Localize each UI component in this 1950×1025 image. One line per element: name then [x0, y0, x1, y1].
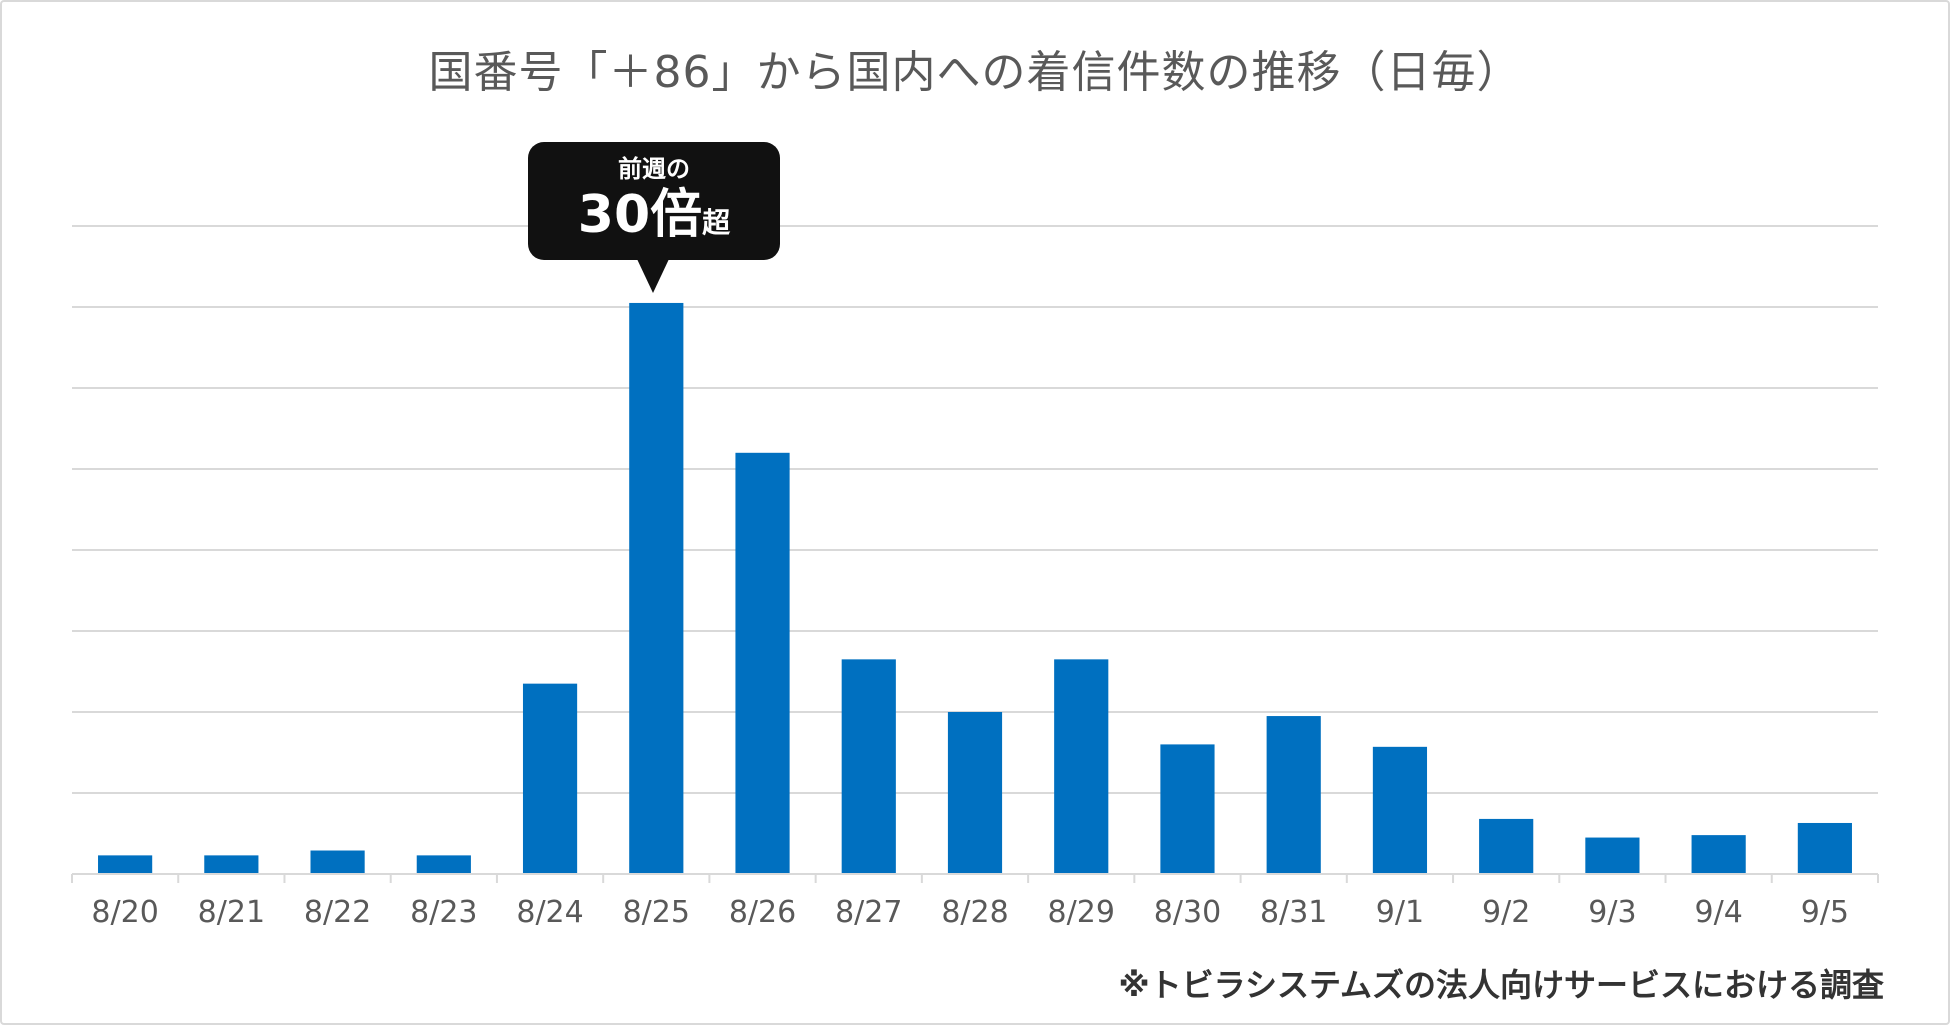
source-footnote: ※トビラシステムズの法人向けサービスにおける調査: [1118, 966, 1884, 1004]
bars: [98, 302, 1852, 874]
peak-callout: 前週の 30倍超: [528, 142, 780, 260]
bar-9-2: [1479, 818, 1534, 874]
bar-8-25: [629, 302, 684, 874]
bar-9-1: [1372, 746, 1428, 874]
x-tick-label: 9/1: [1376, 895, 1424, 930]
callout-big-text: 30倍: [577, 185, 703, 245]
x-tick-label: 9/3: [1588, 895, 1636, 930]
bar-8-28: [947, 712, 1003, 874]
x-tick-label: 9/5: [1801, 895, 1849, 930]
bar-9-3: [1585, 837, 1640, 874]
x-tick-label: 8/29: [1048, 895, 1115, 930]
bar-9-5: [1797, 822, 1852, 874]
x-tick-label: 8/30: [1154, 895, 1221, 930]
bar-8-30: [1160, 744, 1215, 874]
callout-line1: 前週の: [618, 155, 690, 183]
bar-8-20: [98, 855, 153, 874]
x-tick-label: 8/31: [1260, 895, 1327, 930]
x-tick-label: 8/21: [198, 895, 265, 930]
x-tick-label: 8/23: [410, 895, 477, 930]
bar-8-29: [1054, 659, 1109, 874]
x-tick-label: 8/22: [304, 895, 371, 930]
x-tick-labels: 8/20 8/21 8/22 8/23 8/24 8/25 8/26 8/27 8/28 8/29…: [91, 895, 1849, 930]
x-tick-label: 8/20: [91, 895, 158, 930]
x-tick-label: 8/28: [941, 895, 1008, 930]
bar-8-21: [204, 855, 259, 874]
x-tick-label: 9/2: [1482, 895, 1530, 930]
bar-8-23: [416, 855, 471, 874]
x-tick-label: 9/4: [1695, 895, 1743, 930]
callout-small-text: 超: [702, 206, 731, 239]
bar-8-24: [522, 683, 578, 874]
bar-8-26: [735, 452, 790, 874]
x-axis: [71, 873, 1879, 883]
x-tick-label: 8/24: [516, 895, 583, 930]
x-tick-label: 8/25: [623, 895, 690, 930]
gridlines: [72, 225, 1878, 794]
bar-9-4: [1691, 835, 1746, 874]
chart-title: 国番号「＋86」から国内への着信件数の推移（日毎）: [428, 47, 1522, 98]
bar-8-22: [310, 850, 365, 874]
x-tick-label: 8/26: [729, 895, 796, 930]
x-tick-label: 8/27: [835, 895, 902, 930]
bar-8-27: [841, 659, 896, 874]
bar-8-31: [1266, 716, 1321, 874]
callout-pointer: [637, 259, 669, 293]
